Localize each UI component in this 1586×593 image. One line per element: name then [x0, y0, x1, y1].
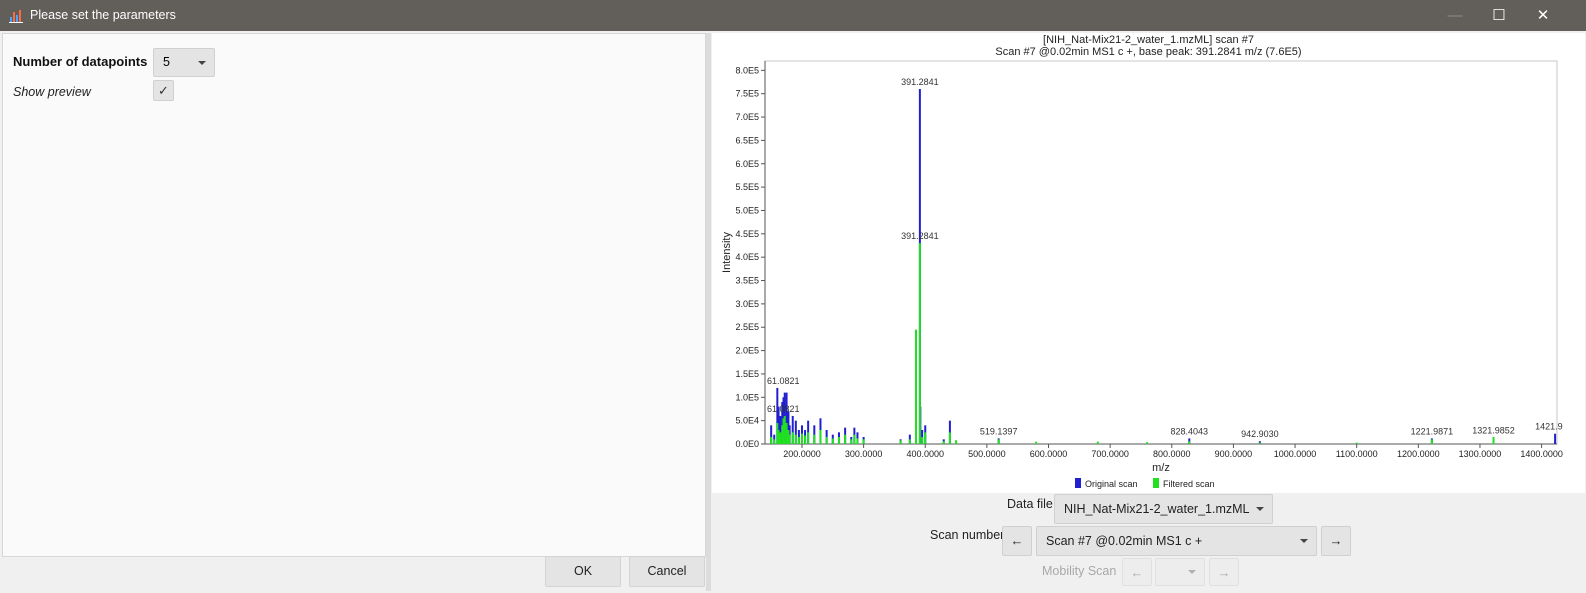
prev-scan-button[interactable]: ←	[1002, 526, 1032, 556]
data-file-label: Data file	[1007, 497, 1053, 511]
datapoints-value: 5	[163, 55, 170, 69]
scan-number-label: Scan number	[930, 528, 1005, 542]
chevron-down-icon	[1188, 570, 1196, 574]
x-tick-label: 200.0000	[783, 449, 821, 459]
chart-title: [NIH_Nat-Mix21-2_water_1.mzML] scan #7	[1043, 34, 1254, 46]
x-tick-label: 1100.0000	[1336, 449, 1378, 459]
y-tick-label: 5.5E5	[735, 182, 759, 192]
maximize-button[interactable]: ☐	[1492, 7, 1506, 24]
y-tick-label: 4.0E5	[735, 252, 759, 262]
cancel-button[interactable]: Cancel	[629, 556, 705, 587]
x-tick-label: 1400.0000	[1520, 449, 1563, 459]
spectrum-chart-panel: [NIH_Nat-Mix21-2_water_1.mzML] scan #7 S…	[712, 33, 1585, 493]
peak-label: 1421.9	[1535, 422, 1563, 432]
y-tick-label: 6.0E5	[735, 159, 759, 169]
x-tick-label: 300.0000	[845, 449, 883, 459]
x-tick-label: 600.0000	[1030, 449, 1068, 459]
x-tick-label: 400.0000	[906, 449, 944, 459]
peak-label: 391.2841	[901, 231, 939, 241]
datapoints-combo[interactable]: 5	[153, 48, 215, 77]
x-tick-label: 800.0000	[1153, 449, 1191, 459]
chevron-down-icon	[1300, 539, 1308, 543]
y-axis-label: Intensity	[721, 232, 733, 273]
next-mobility-button[interactable]: →	[1209, 558, 1239, 586]
plot-area	[764, 60, 1558, 445]
title-bar: Please set the parameters — ☐ ✕	[0, 0, 1586, 31]
peak-label: 61.0821	[767, 376, 800, 386]
x-tick-label: 900.0000	[1215, 449, 1253, 459]
y-tick-label: 3.5E5	[735, 276, 759, 286]
legend-label-filtered: Filtered scan	[1163, 479, 1215, 489]
mobility-scan-label: Mobility Scan	[1042, 564, 1117, 578]
peak-label: 828.4043	[1171, 426, 1209, 436]
peak-label: 519.1397	[980, 426, 1018, 436]
x-tick-label: 1200.0000	[1397, 449, 1440, 459]
ok-button[interactable]: OK	[545, 556, 621, 587]
next-scan-button[interactable]: →	[1321, 526, 1351, 556]
y-tick-label: 5.0E4	[735, 416, 759, 426]
legend-label-original: Original scan	[1085, 479, 1138, 489]
legend-swatch-filtered	[1153, 478, 1159, 488]
minimize-button[interactable]: —	[1447, 7, 1463, 24]
x-axis-label: m/z	[1152, 462, 1170, 474]
peak-label: 1321.9852	[1472, 425, 1515, 435]
peak-label: 61.0821	[767, 404, 800, 414]
data-file-value: NIH_Nat-Mix21-2_water_1.mzML	[1064, 502, 1250, 516]
x-tick-label: 1000.0000	[1274, 449, 1317, 459]
y-tick-label: 1.5E5	[735, 369, 759, 379]
y-tick-label: 2.5E5	[735, 322, 759, 332]
split-divider[interactable]	[706, 33, 711, 591]
show-preview-label: Show preview	[13, 85, 91, 99]
x-tick-label: 700.0000	[1091, 449, 1129, 459]
peak-label: 1221.9871	[1411, 426, 1454, 436]
show-preview-checkbox[interactable]: ✓	[153, 80, 174, 101]
y-tick-label: 3.0E5	[735, 299, 759, 309]
scan-number-combo[interactable]: Scan #7 @0.02min MS1 c +	[1036, 526, 1317, 556]
y-tick-label: 8.0E5	[735, 65, 759, 75]
y-tick-label: 7.0E5	[735, 112, 759, 122]
legend-swatch-original	[1075, 478, 1081, 488]
y-tick-label: 4.5E5	[735, 229, 759, 239]
peak-label: 391.2841	[901, 77, 939, 87]
mobility-scan-combo[interactable]	[1155, 558, 1205, 586]
data-file-combo[interactable]: NIH_Nat-Mix21-2_water_1.mzML	[1054, 494, 1273, 524]
parameters-panel: Number of datapoints 5 Show preview ✓	[2, 33, 706, 557]
datapoints-label: Number of datapoints	[13, 54, 148, 69]
close-button[interactable]: ✕	[1536, 7, 1550, 24]
x-tick-label: 1300.0000	[1459, 449, 1502, 459]
scan-number-value: Scan #7 @0.02min MS1 c +	[1046, 534, 1203, 548]
y-tick-label: 5.0E5	[735, 205, 759, 215]
y-tick-label: 6.5E5	[735, 135, 759, 145]
x-tick-label: 500.0000	[968, 449, 1006, 459]
app-chart-icon	[9, 10, 23, 23]
peak-label: 942.9030	[1241, 429, 1279, 439]
spectrum-chart[interactable]: 0.0E0 5.0E4 1.0E5 1.5E5 2.0E5 2.5E5 3.0E5 3.5E5…	[712, 33, 1585, 493]
prev-mobility-button[interactable]: ←	[1122, 558, 1152, 586]
window-title: Please set the parameters	[30, 8, 176, 22]
y-tick-label: 1.0E5	[735, 392, 759, 402]
chevron-down-icon	[1256, 507, 1264, 511]
y-tick-label: 0.0E0	[735, 439, 759, 449]
y-tick-label: 2.0E5	[735, 346, 759, 356]
chart-subtitle: Scan #7 @0.02min MS1 c +, base peak: 391…	[995, 46, 1302, 58]
chevron-down-icon	[198, 61, 206, 65]
y-tick-label: 7.5E5	[735, 89, 759, 99]
